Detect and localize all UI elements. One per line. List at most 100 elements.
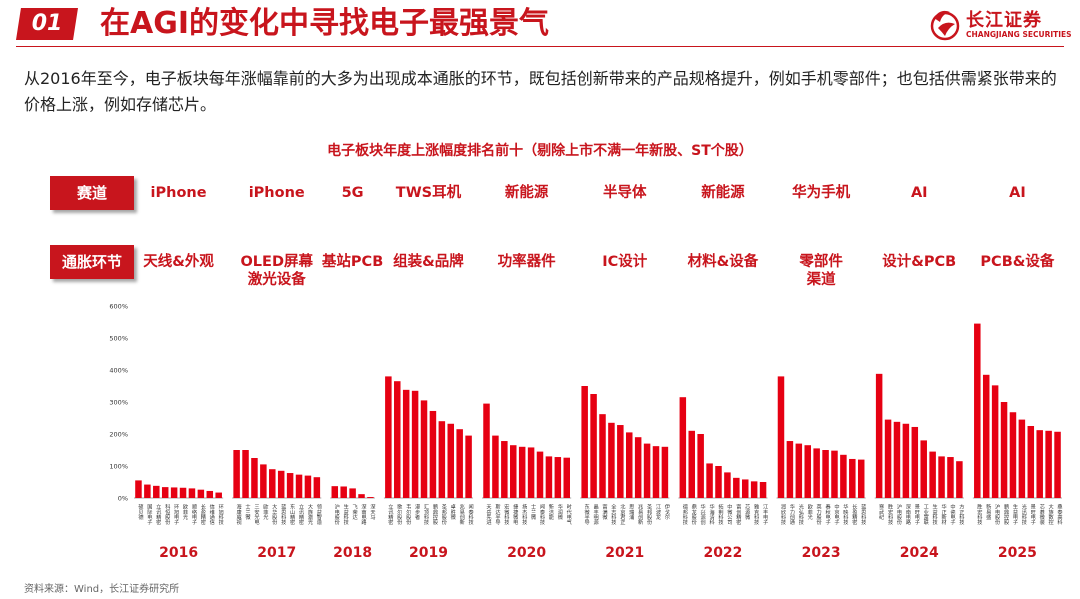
y-tick-label: 600% xyxy=(109,303,128,311)
bar xyxy=(875,373,883,498)
stock-tick-label: 鼎泰高科 xyxy=(1056,504,1062,527)
bar xyxy=(286,473,294,498)
bar xyxy=(947,457,954,498)
bar xyxy=(394,381,401,498)
bar xyxy=(634,437,642,498)
stock-tick-label: 沪电股份 xyxy=(896,503,902,527)
bar xyxy=(991,385,999,498)
track-cell: iPhone xyxy=(150,185,207,201)
bar xyxy=(358,494,365,498)
inflation-cell: 零部件 渠道 xyxy=(761,253,881,289)
bar xyxy=(1018,419,1026,498)
row-label-inflation: 通胀环节 xyxy=(50,245,134,279)
stock-tick-label: 华润微 xyxy=(556,503,562,521)
bar xyxy=(233,450,240,498)
stock-tick-label: 蓝思科技 xyxy=(860,503,866,527)
stock-tick-label: 三安光电 xyxy=(253,504,259,526)
stock-tick-label: 欧菲光 xyxy=(182,503,188,521)
bar xyxy=(857,459,865,498)
bar xyxy=(313,477,321,498)
bar xyxy=(1000,402,1008,498)
row-label-track: 赛道 xyxy=(50,176,134,210)
bar xyxy=(724,472,731,498)
inflation-cell-line: IC设计 xyxy=(602,254,648,270)
stock-tick-label: 天岳先进 xyxy=(486,504,492,527)
stock-tick-label: 景旺电子 xyxy=(1030,504,1036,526)
stock-tick-label: 胜宏科技 xyxy=(887,503,893,527)
stock-tick-label: 东山精密 xyxy=(289,503,295,527)
y-tick-label: 100% xyxy=(109,463,128,471)
stock-tick-label: 沪电股份 xyxy=(333,503,339,527)
y-tick-label: 200% xyxy=(109,431,128,439)
bar xyxy=(367,497,374,498)
stock-tick-label: 闻泰科技 xyxy=(467,503,473,527)
stock-tick-label: 生益科技 xyxy=(932,503,938,527)
inflation-cell: 基站PCB xyxy=(293,253,413,271)
stock-tick-label: 富满微 xyxy=(601,503,607,521)
section-number-badge: 01 xyxy=(16,8,78,40)
bar xyxy=(1036,430,1043,498)
source-note: 资料来源：Wind，长江证券研究所 xyxy=(24,584,180,595)
stock-tick-label: 工业富联 xyxy=(923,504,929,527)
stock-tick-label: 卓胜微 xyxy=(449,503,455,521)
stock-tick-label: 生益电子 xyxy=(1012,503,1018,526)
stock-tick-label: 深天马 xyxy=(369,503,375,521)
bar xyxy=(501,441,508,498)
track-cell: AI xyxy=(1009,185,1026,201)
stock-tick-label: 信维通信 xyxy=(208,503,214,527)
inflation-cell-line: 基站PCB xyxy=(321,254,384,270)
stock-tick-label: 环旭电子 xyxy=(173,504,179,526)
year-label: 2021 xyxy=(605,545,644,561)
bar xyxy=(715,466,722,498)
bar xyxy=(206,490,214,498)
inflation-cell: 设计&PCB xyxy=(859,253,979,271)
bar xyxy=(804,445,811,498)
inflation-cell-line: OLED屏幕 xyxy=(240,254,313,270)
stock-tick-label: 鼎龙股份 xyxy=(690,504,696,527)
page-title: 在AGI的变化中寻找电子最强景气 xyxy=(100,6,550,41)
bar xyxy=(590,394,597,498)
bar xyxy=(777,376,785,498)
logo-emblem-icon xyxy=(930,10,960,41)
inflation-cell-line: 零部件 xyxy=(799,254,843,270)
year-label: 2019 xyxy=(409,545,448,561)
year-label: 2017 xyxy=(257,545,296,561)
bar xyxy=(608,422,615,498)
bar xyxy=(135,480,142,498)
stock-tick-label: 寒武纪 xyxy=(878,503,884,520)
bar xyxy=(349,488,356,498)
bar xyxy=(920,440,927,498)
stock-tick-label: 胜宏科技 xyxy=(976,503,982,527)
stock-tick-label: 新洁能 xyxy=(548,503,554,521)
stock-tick-label: 科恒股份 xyxy=(164,503,170,527)
inflation-cell-line: PCB&设备 xyxy=(980,254,1055,270)
stock-tick-label: 德邦科技 xyxy=(682,503,688,527)
stock-tick-label: 北京君正 xyxy=(619,503,625,526)
bar xyxy=(295,474,303,498)
stock-tick-label: 飞荣达 xyxy=(352,504,358,521)
stock-tick-label: 伊戈尔 xyxy=(664,503,670,520)
inflation-cell-line: 天线&外观 xyxy=(143,254,214,270)
track-cell: iPhone xyxy=(248,185,305,201)
bar xyxy=(1009,412,1017,498)
stock-tick-label: 思瑞浦 xyxy=(628,504,634,521)
bar xyxy=(733,477,740,498)
stock-tick-label: 沪电股份 xyxy=(994,503,1000,527)
year-label: 2016 xyxy=(159,545,198,561)
bar xyxy=(661,446,669,498)
stock-tick-label: 华正新材 xyxy=(941,503,947,526)
bar xyxy=(510,445,517,498)
stock-tick-label: 圣邦股份 xyxy=(440,503,446,527)
stock-tick-label: 海康威视 xyxy=(235,503,241,527)
bar xyxy=(1054,431,1061,498)
stock-tick-label: 大华股份 xyxy=(271,503,277,527)
stock-tick-label: 深南电路 xyxy=(360,503,366,527)
bar xyxy=(741,479,749,498)
bar xyxy=(456,429,463,498)
stock-tick-label: 扬杰科技 xyxy=(521,503,527,527)
stock-tick-label: 江波龙 xyxy=(655,504,661,521)
stock-tick-label: 兆易创新 xyxy=(459,503,465,527)
bar xyxy=(688,430,695,498)
stock-tick-label: 全志科技 xyxy=(610,503,616,527)
inflation-cell-line: 设计&PCB xyxy=(882,254,957,270)
